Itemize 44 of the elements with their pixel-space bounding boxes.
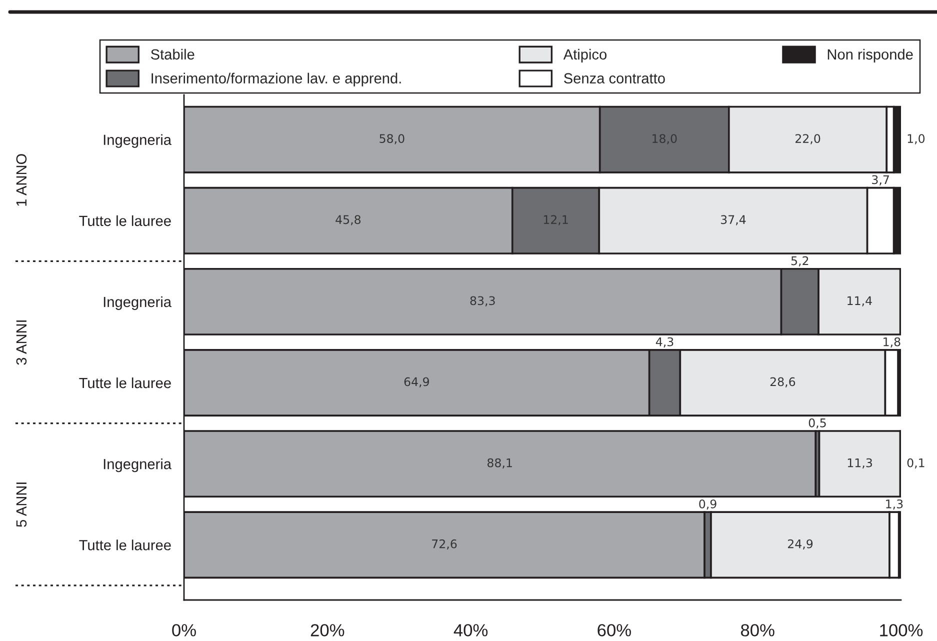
x-tick-label: 100% xyxy=(880,624,923,636)
text: 3 ANNI xyxy=(16,320,27,365)
data-label: 5,2 xyxy=(791,256,808,266)
data-label: 11,4 xyxy=(848,296,872,306)
text: 5 ANNI xyxy=(16,482,27,527)
y-tick-label: Ingegneria xyxy=(104,134,172,148)
data-label: 0,5 xyxy=(808,418,826,429)
data-label: 12,1 xyxy=(544,215,568,226)
data-label: 64,9 xyxy=(404,377,429,388)
data-label: 58,0 xyxy=(380,134,404,144)
data-label: 0,1 xyxy=(907,458,924,468)
data-label: 22,0 xyxy=(796,134,820,144)
data-label: 0,9 xyxy=(699,499,716,510)
data-label: 4,3 xyxy=(656,337,674,348)
legend-label: Non risponde xyxy=(828,48,913,62)
y-tick-label: Tutte le lauree xyxy=(79,540,171,550)
data-label: 37,4 xyxy=(720,215,746,226)
x-tick-label: 40% xyxy=(454,624,488,636)
x-tick-label: 60% xyxy=(598,624,631,636)
data-label: 28,6 xyxy=(770,377,796,388)
x-tick-label: 20% xyxy=(310,624,344,636)
data-label: 45,8 xyxy=(336,215,361,226)
legend-label: Senza contratto xyxy=(564,73,665,84)
data-label: 18,0 xyxy=(652,134,677,144)
data-label: 24,9 xyxy=(788,539,813,550)
y-tick-label: Ingegneria xyxy=(104,458,172,472)
data-label: 1,3 xyxy=(886,499,903,510)
data-label: 72,6 xyxy=(432,539,457,550)
bar xyxy=(818,430,901,498)
y-tick-label: Ingegneria xyxy=(104,296,172,310)
x-tick-label: 80% xyxy=(740,624,774,636)
data-label: 11,3 xyxy=(848,458,872,468)
legend-label: Stabile xyxy=(150,48,194,60)
y-tick-label: Tutte le lauree xyxy=(79,377,171,388)
data-label: 1,8 xyxy=(884,337,900,348)
legend-label: Atipico xyxy=(563,48,607,62)
data-label: 88,1 xyxy=(487,458,512,468)
legend-label: Inserimento/formazione lav. e apprend. xyxy=(152,72,401,86)
data-label: 83,3 xyxy=(470,296,495,306)
data-label: 3,7 xyxy=(872,175,889,186)
data-label: 1,0 xyxy=(908,134,925,144)
x-tick-label: 0% xyxy=(172,624,196,636)
text: 1 ANNO xyxy=(16,154,27,206)
y-tick-label: Tutte le lauree xyxy=(79,215,171,226)
